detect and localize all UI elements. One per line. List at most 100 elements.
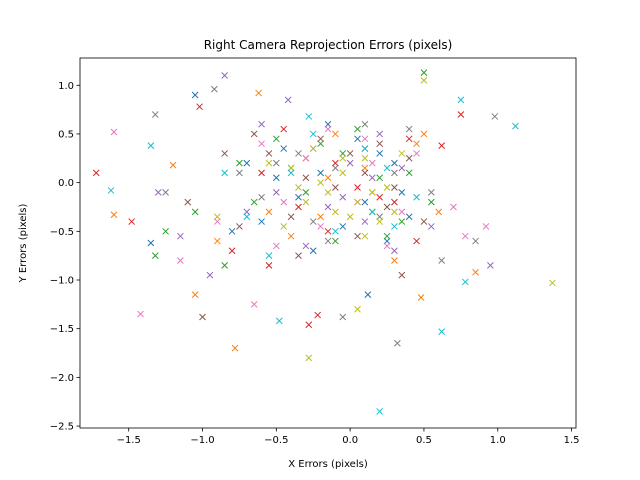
- scatter-point: [92, 169, 100, 177]
- scatter-point: [213, 237, 221, 245]
- scatter-point: [221, 150, 229, 157]
- scatter-point: [427, 198, 435, 206]
- scatter-point: [391, 247, 398, 255]
- scatter-point: [420, 69, 428, 76]
- scatter-point: [191, 291, 199, 298]
- scatter-point: [317, 140, 324, 148]
- scatter-point: [332, 237, 339, 245]
- scatter-point: [110, 128, 118, 136]
- scatter-point: [314, 311, 322, 319]
- scatter-point: [332, 208, 339, 216]
- scatter-point: [147, 239, 155, 247]
- scatter-point: [265, 150, 273, 157]
- scatter-point: [221, 169, 229, 177]
- scatter-point: [450, 203, 457, 211]
- scatter-point: [391, 184, 398, 191]
- scatter-point: [391, 257, 398, 264]
- scatter-point: [324, 125, 332, 133]
- scatter-point: [280, 223, 288, 230]
- scatter-point: [354, 198, 361, 206]
- scatter-point: [177, 257, 184, 264]
- scatter-point: [491, 113, 499, 120]
- scatter-point: [339, 169, 347, 177]
- scatter-point: [199, 313, 206, 321]
- scatter-point: [332, 159, 339, 167]
- scatter-point: [231, 344, 239, 352]
- scatter-point: [435, 208, 443, 216]
- scatter-point: [302, 189, 310, 196]
- data-points: [92, 69, 556, 415]
- scatter-point: [137, 310, 144, 318]
- y-tick-label: 0.5: [58, 129, 74, 140]
- scatter-point: [236, 169, 243, 177]
- scatter-point: [383, 232, 391, 240]
- scatter-point: [354, 184, 361, 191]
- scatter-point: [110, 211, 118, 219]
- scatter-point: [243, 208, 251, 216]
- x-tick-label: 1.0: [490, 435, 506, 446]
- scatter-point: [339, 313, 347, 321]
- y-axis-label: Y Errors (pixels): [18, 204, 29, 284]
- scatter-point: [228, 247, 236, 255]
- scatter-point: [255, 89, 262, 97]
- scatter-point: [324, 237, 332, 245]
- scatter-point: [354, 135, 361, 143]
- scatter-point: [354, 305, 361, 313]
- scatter-point: [376, 150, 384, 157]
- scatter-point: [324, 203, 332, 211]
- scatter-point: [413, 140, 420, 148]
- scatter-point: [221, 72, 229, 79]
- scatter-point: [284, 96, 292, 104]
- scatter-point: [184, 198, 192, 206]
- scatter-point: [487, 262, 494, 269]
- scatter-point: [228, 227, 236, 235]
- scatter-point: [376, 174, 384, 182]
- scatter-point: [236, 223, 243, 230]
- scatter-point: [317, 169, 324, 177]
- scatter-point: [162, 227, 169, 235]
- scatter-point: [324, 227, 332, 235]
- scatter-point: [317, 213, 324, 221]
- scatter-point: [361, 145, 369, 152]
- scatter-point: [317, 135, 324, 143]
- scatter-point: [461, 232, 469, 240]
- scatter-point: [339, 193, 347, 201]
- scatter-point: [376, 408, 384, 415]
- scatter-point: [309, 218, 317, 225]
- scatter-point: [210, 85, 218, 93]
- chart-title: Right Camera Reprojection Errors (pixels…: [204, 38, 453, 52]
- x-tick-label: −0.5: [264, 435, 288, 446]
- scatter-point: [236, 159, 243, 167]
- scatter-point: [258, 218, 265, 225]
- scatter-point: [295, 252, 302, 260]
- scatter-point: [213, 213, 221, 221]
- scatter-point: [305, 354, 313, 362]
- scatter-point: [394, 339, 401, 347]
- scatter-point: [376, 213, 384, 221]
- scatter-point: [295, 150, 302, 157]
- scatter-point: [265, 262, 273, 269]
- scatter-point: [287, 164, 295, 172]
- scatter-point: [368, 159, 376, 167]
- scatter-point: [361, 169, 369, 177]
- y-tick-label: −1.5: [50, 324, 74, 335]
- scatter-point: [364, 291, 372, 298]
- x-tick-label: 0.5: [416, 435, 432, 446]
- plot-area-frame: [79, 57, 577, 429]
- y-tick-label: −0.5: [50, 227, 74, 238]
- y-tick-label: −1.0: [50, 276, 74, 287]
- scatter-point: [391, 223, 398, 230]
- scatter-point: [361, 154, 369, 162]
- scatter-point: [302, 242, 310, 250]
- scatter-point: [309, 247, 317, 255]
- scatter-point: [339, 223, 347, 230]
- scatter-point: [376, 218, 384, 225]
- scatter-point: [346, 159, 354, 167]
- scatter-point: [272, 242, 280, 250]
- scatter-point: [324, 189, 332, 196]
- y-tick-label: 0.0: [58, 178, 74, 189]
- scatter-point: [398, 208, 406, 216]
- scatter-point: [438, 257, 446, 264]
- scatter-point: [162, 189, 169, 196]
